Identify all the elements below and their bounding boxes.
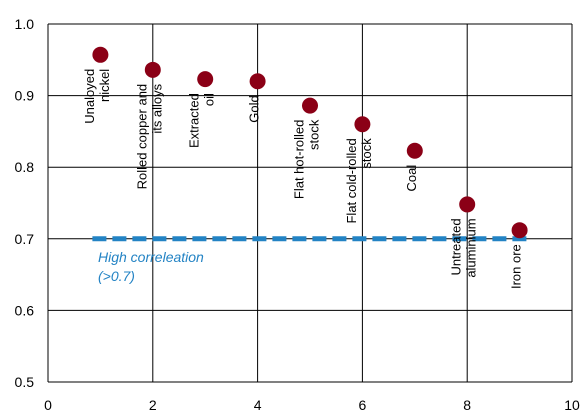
point-label-line: Extracted [187,93,202,148]
x-tick-label: 6 [359,397,367,413]
y-tick-label: 0.7 [15,231,35,247]
point-label: Rolled copper andits alloys [134,83,164,189]
data-point [144,61,161,78]
data-point [354,116,371,133]
point-label: Iron ore [509,244,524,289]
data-point [511,222,528,239]
point-label-line: its alloys [149,83,164,133]
point-label-line: Rolled copper and [134,84,149,190]
x-tick-label: 8 [463,397,471,413]
threshold-annotation: High correleation (>0.7) [98,249,204,284]
data-points [92,46,528,239]
point-label-line: oil [202,93,217,106]
point-label: Coal [404,165,419,192]
y-tick-label: 0.8 [15,159,35,175]
point-label: Gold [247,95,262,122]
point-label-line: Unaloyed [82,69,97,124]
gridlines [47,23,573,383]
y-tick-label: 0.9 [15,88,35,104]
data-point [406,142,423,159]
point-label-line: Coal [404,165,419,192]
threshold-label-line: High correleation [98,249,204,265]
y-tick-label: 1.0 [15,16,35,32]
data-point [302,97,318,114]
point-label: Flat hot-rolledstock [292,119,322,199]
point-label-line: stock [307,119,322,150]
point-labels: Unaloyednickel Rolled copper andits alloy… [82,69,524,289]
point-label-line: nickel [97,69,112,102]
point-label-line: aluminium [464,218,479,277]
point-label: Flat cold-rolledstock [344,138,374,224]
threshold-label-line: (>0.7) [98,268,135,284]
point-label-line: Flat cold-rolled [344,138,359,223]
tick-labels: 0 2 4 6 8 10 0.5 0.6 0.7 0.8 0.9 1.0 [15,16,580,413]
data-point [197,71,214,88]
x-tick-label: 0 [44,397,52,413]
x-tick-label: 10 [564,397,580,413]
data-point [249,73,266,90]
x-tick-label: 2 [149,397,157,413]
data-point [459,196,476,213]
point-label-line: Untreated [449,218,464,275]
point-label-line: Iron ore [509,244,524,289]
point-label: Extractedoil [187,93,217,148]
x-tick-label: 4 [254,397,262,413]
point-label: Untreatedaluminium [449,218,479,277]
y-tick-label: 0.6 [15,302,35,318]
point-label-line: Flat hot-rolled [292,120,307,199]
data-point [92,46,109,63]
y-tick-label: 0.5 [15,374,35,390]
point-label-line: Gold [247,95,262,122]
point-label: Unaloyednickel [82,69,112,124]
point-label-line: stock [359,138,374,169]
